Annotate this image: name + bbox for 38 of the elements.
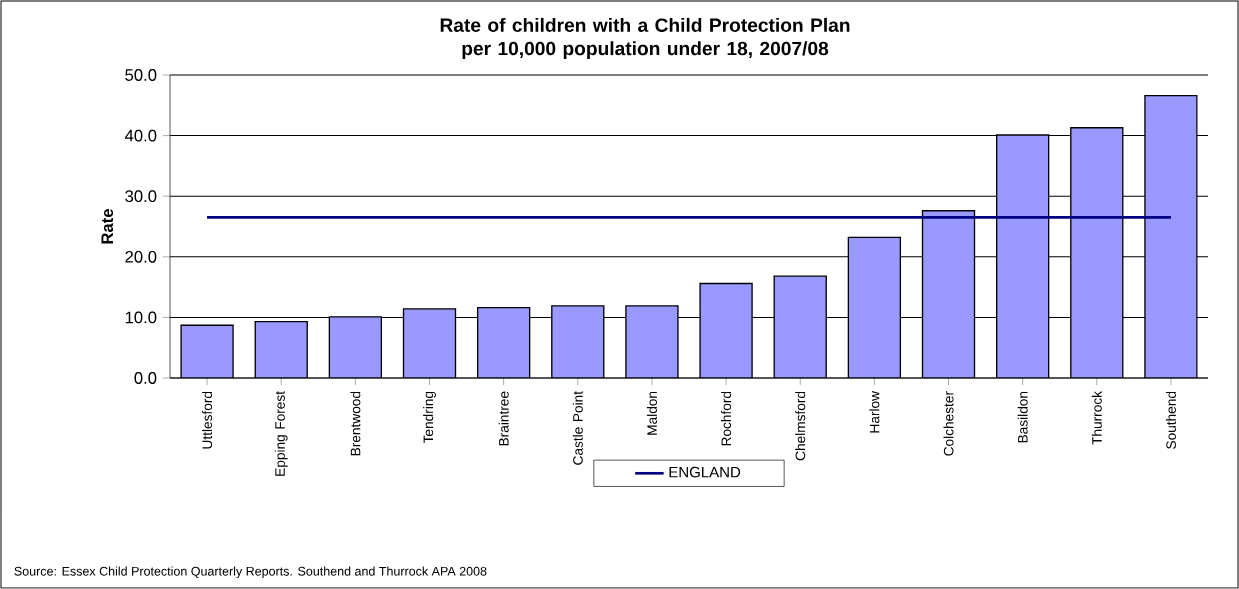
x-tick-label: Harlow [869, 390, 880, 433]
y-tick-label: 30.0 [125, 190, 157, 203]
x-tick-label: Thurrock [1091, 390, 1102, 445]
x-tick-label: Basildon [1017, 391, 1028, 443]
bar [254, 320, 308, 378]
x-tick-label: Chelmsford [795, 391, 806, 461]
bar [625, 305, 679, 378]
source-note: Source: Essex Child Protection Quarterly Reports. Southend and Thurrock APA 2008 [14, 566, 487, 579]
x-tick-label: Braintree [498, 391, 509, 446]
bar [402, 308, 457, 378]
x-tick-label: Southend [1165, 391, 1176, 449]
x-tick-label: Tendring [423, 391, 436, 444]
bar [847, 236, 902, 378]
x-tick-label: Castle Point [572, 391, 583, 465]
bar [699, 282, 753, 378]
x-tick-label: Brentwood [350, 391, 361, 456]
bar [995, 134, 1050, 378]
legend-label: ENGLAND [669, 466, 741, 478]
y-tick-label: 40.0 [124, 129, 157, 142]
bar [921, 210, 976, 378]
x-tick-label: Uttlesford [202, 391, 213, 449]
chart-title: Rate of children with a Child Protection Plan per 10,000 population under 18, 2007/08 [440, 17, 850, 60]
x-tick-label: Colchester [943, 391, 954, 456]
x-tick-label: Epping Forest [274, 391, 288, 476]
x-tick-label: Rochford [721, 391, 732, 446]
y-tick-label: 50.0 [125, 69, 157, 81]
bar [1070, 127, 1124, 378]
x-tick-label: Maldon [646, 391, 657, 435]
bar [180, 324, 234, 378]
bar [328, 316, 383, 378]
y-tick-label: 20.0 [125, 250, 157, 263]
bar [476, 307, 531, 378]
bar [773, 275, 827, 378]
bar [551, 305, 605, 378]
y-tick-label: 0.0 [134, 372, 157, 384]
y-tick-label: 10.0 [125, 311, 157, 324]
y-axis-title: Rate [101, 209, 114, 244]
bar [1144, 94, 1198, 378]
